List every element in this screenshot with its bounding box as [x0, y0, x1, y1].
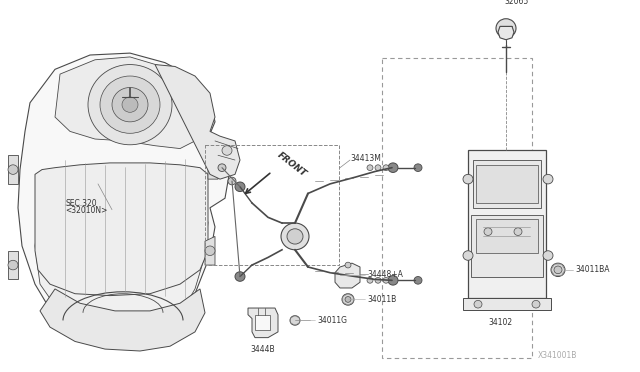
- Circle shape: [383, 278, 389, 283]
- Circle shape: [388, 163, 398, 173]
- Circle shape: [375, 278, 381, 283]
- Text: 32065: 32065: [504, 0, 528, 6]
- Circle shape: [345, 262, 351, 268]
- Circle shape: [388, 276, 398, 285]
- Circle shape: [281, 223, 309, 250]
- Circle shape: [414, 276, 422, 284]
- Polygon shape: [255, 315, 270, 330]
- Circle shape: [496, 19, 516, 38]
- Polygon shape: [335, 263, 360, 288]
- Text: 34011G: 34011G: [317, 316, 347, 325]
- Circle shape: [543, 251, 553, 260]
- Text: 34011BA: 34011BA: [575, 265, 609, 274]
- Circle shape: [112, 87, 148, 122]
- Circle shape: [218, 164, 226, 171]
- Circle shape: [8, 165, 18, 174]
- Circle shape: [228, 177, 236, 185]
- Circle shape: [474, 301, 482, 308]
- Circle shape: [543, 174, 553, 184]
- Bar: [382, 58, 532, 358]
- Polygon shape: [40, 289, 205, 351]
- Text: <32010N>: <32010N>: [65, 206, 108, 215]
- Text: 34413M: 34413M: [350, 154, 381, 163]
- Text: 3444B: 3444B: [250, 344, 275, 353]
- Circle shape: [484, 228, 492, 235]
- Text: X341001B: X341001B: [538, 351, 577, 360]
- Polygon shape: [248, 308, 278, 338]
- Polygon shape: [55, 57, 205, 148]
- Circle shape: [100, 76, 160, 133]
- Polygon shape: [208, 151, 218, 179]
- Polygon shape: [35, 208, 208, 337]
- Bar: [476, 165, 538, 203]
- Circle shape: [342, 294, 354, 305]
- Circle shape: [205, 246, 215, 256]
- Circle shape: [122, 97, 138, 112]
- Bar: [205, 145, 339, 266]
- Circle shape: [414, 164, 422, 171]
- Text: FRONT: FRONT: [276, 151, 308, 179]
- Polygon shape: [498, 26, 514, 40]
- Circle shape: [554, 266, 562, 274]
- Bar: [463, 298, 551, 310]
- Circle shape: [383, 165, 389, 170]
- Bar: [473, 160, 541, 208]
- Circle shape: [367, 278, 373, 283]
- Polygon shape: [8, 155, 18, 184]
- Circle shape: [208, 160, 218, 170]
- Circle shape: [290, 316, 300, 325]
- Polygon shape: [205, 237, 215, 265]
- Circle shape: [463, 251, 473, 260]
- Polygon shape: [155, 65, 240, 179]
- Circle shape: [88, 65, 172, 145]
- Circle shape: [8, 260, 18, 270]
- Text: 34102: 34102: [488, 318, 512, 327]
- Circle shape: [532, 301, 540, 308]
- Circle shape: [463, 174, 473, 184]
- Text: 34448+A: 34448+A: [367, 270, 403, 279]
- Circle shape: [222, 146, 232, 155]
- Bar: [476, 219, 538, 253]
- Text: 34011B: 34011B: [367, 295, 396, 304]
- Circle shape: [367, 165, 373, 170]
- Circle shape: [345, 296, 351, 302]
- Polygon shape: [8, 251, 18, 279]
- Circle shape: [514, 228, 522, 235]
- Polygon shape: [18, 53, 230, 346]
- Bar: [471, 215, 543, 278]
- Bar: [468, 151, 546, 298]
- Text: SEC.320: SEC.320: [65, 199, 97, 208]
- Circle shape: [551, 263, 565, 276]
- Circle shape: [235, 182, 245, 192]
- Polygon shape: [35, 163, 208, 296]
- Circle shape: [375, 165, 381, 170]
- Circle shape: [287, 229, 303, 244]
- Circle shape: [235, 272, 245, 281]
